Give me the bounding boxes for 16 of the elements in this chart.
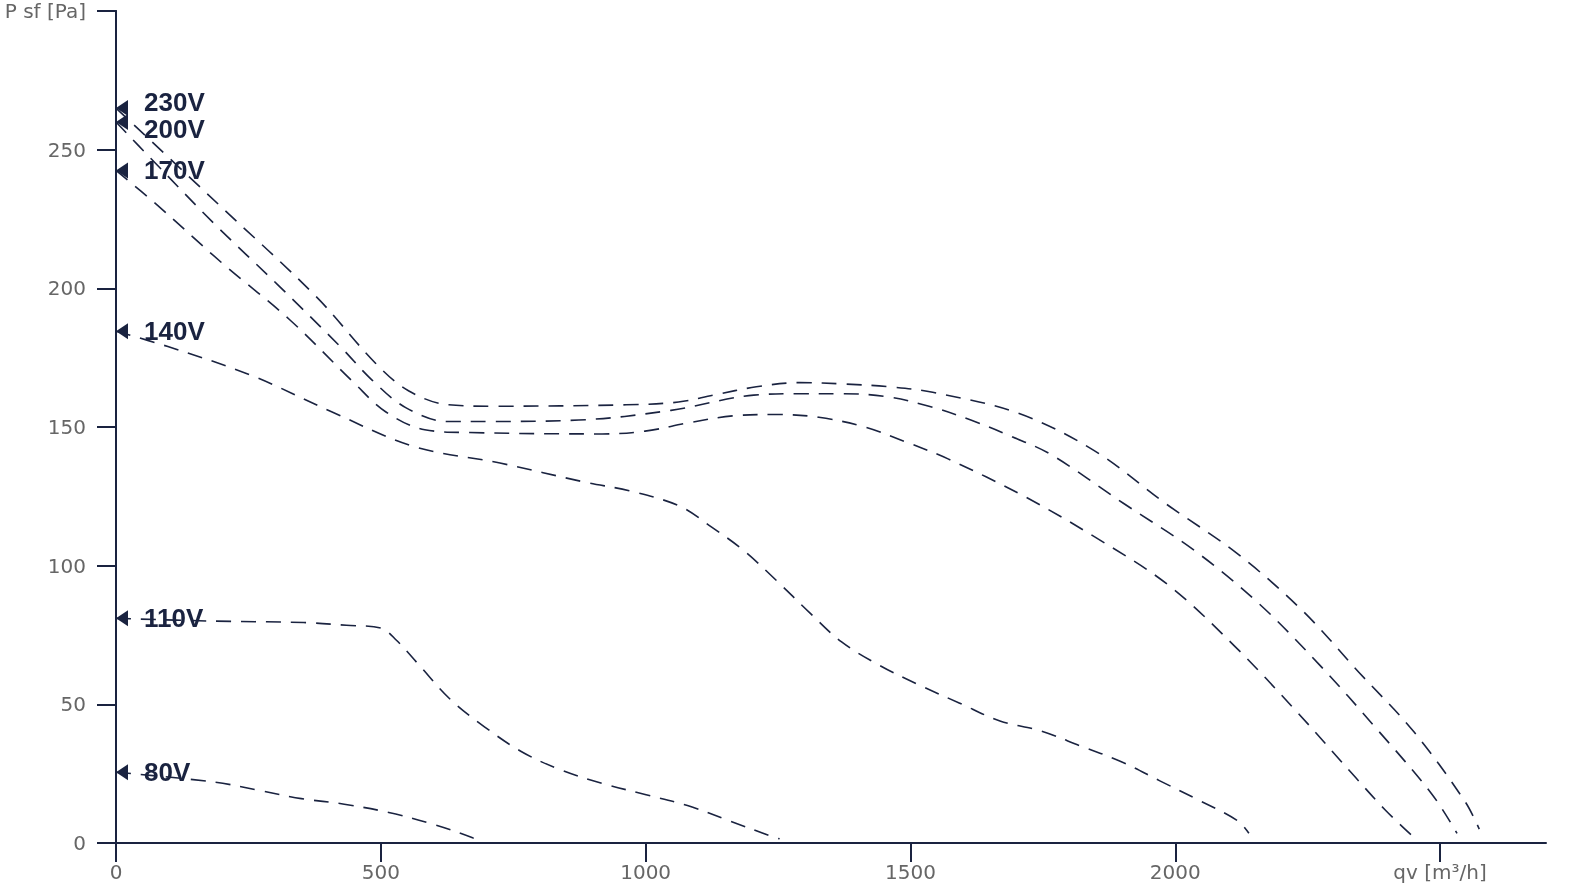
series-label: 170V [144,155,206,186]
x-tick-label: 1000 [620,860,672,884]
y-tick-label: P sf [Pa] [4,0,86,23]
y-tick-label: 50 [60,692,86,717]
x-tick-label: 500 [361,860,400,884]
x-tick-label: 1500 [884,860,936,884]
y-tick-label: 0 [73,831,86,855]
y-tick-label: 250 [47,137,86,162]
series-label: 80V [144,757,191,788]
x-tick-label: qv [m³/h] [1393,860,1487,884]
x-tick-label: 0 [109,860,123,884]
series-label: 140V [144,316,206,347]
y-tick-label: 200 [47,276,86,301]
y-tick-label: 150 [47,415,86,439]
x-tick-label: 2000 [1149,860,1201,884]
y-tick-label: 100 [47,553,86,578]
